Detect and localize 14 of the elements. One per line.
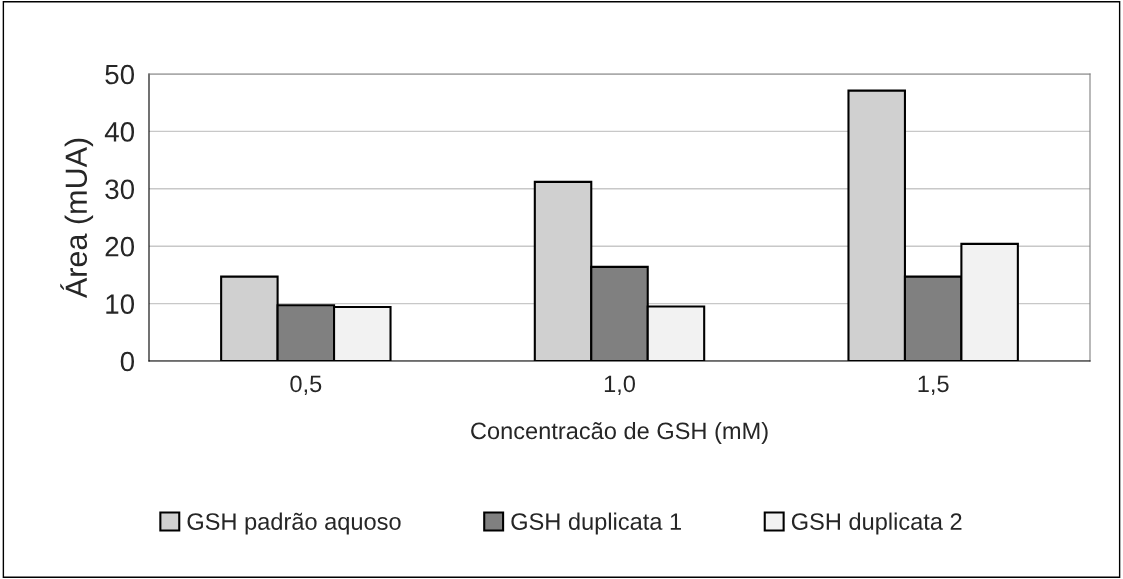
y-tick-label: 20 xyxy=(105,236,135,257)
y-tick-label: 40 xyxy=(104,122,135,142)
legend-label: GSH duplicata 2 xyxy=(791,512,962,535)
x-tick-label: 0,5 xyxy=(290,375,322,396)
y-tick-label: 50 xyxy=(105,64,135,85)
legend-label: GSH duplicata 1 xyxy=(511,512,681,535)
legend-label: GSH padrão aquoso xyxy=(187,512,401,535)
x-tick-label: 1,5 xyxy=(918,375,949,396)
y-tick-label: 0 xyxy=(120,351,135,372)
y-tick-label: 30 xyxy=(105,179,135,200)
x-tick-label: 1,0 xyxy=(604,375,635,396)
y-axis-title: Área (mUA) xyxy=(60,138,94,299)
y-tick-label: 10 xyxy=(106,294,135,314)
x-axis-title: Concentracão de GSH (mM) xyxy=(471,421,768,444)
